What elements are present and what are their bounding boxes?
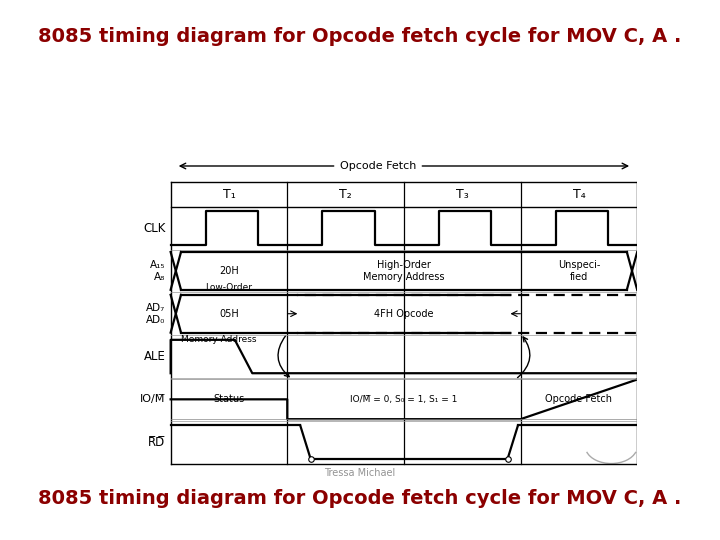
Text: Status: Status bbox=[213, 394, 245, 404]
Text: CLK: CLK bbox=[143, 221, 166, 234]
Text: 4FH Opcode: 4FH Opcode bbox=[374, 309, 433, 319]
Text: AD₇
AD₀: AD₇ AD₀ bbox=[146, 303, 166, 325]
FancyArrowPatch shape bbox=[518, 337, 530, 377]
Text: High-Order
Memory Address: High-Order Memory Address bbox=[363, 260, 445, 282]
Text: 20H: 20H bbox=[219, 266, 239, 276]
Text: ALE: ALE bbox=[143, 350, 166, 363]
FancyArrowPatch shape bbox=[278, 336, 289, 377]
Text: T₂: T₂ bbox=[339, 188, 352, 201]
Text: Low-Order: Low-Order bbox=[205, 284, 253, 292]
Text: Opcode Fetch: Opcode Fetch bbox=[545, 394, 613, 404]
Text: R̅D̅: R̅D̅ bbox=[148, 436, 166, 449]
Text: Unspeci-
fied: Unspeci- fied bbox=[558, 260, 600, 282]
Text: T₁: T₁ bbox=[222, 188, 235, 201]
Text: 05H: 05H bbox=[219, 309, 239, 319]
Text: Tressa Michael: Tressa Michael bbox=[325, 468, 395, 478]
Text: Opcode Fetch: Opcode Fetch bbox=[340, 161, 416, 171]
Text: A₁₅
A₈: A₁₅ A₈ bbox=[150, 260, 166, 282]
Text: T₄: T₄ bbox=[572, 188, 585, 201]
Text: IO/M̅ = 0, S₀ = 1, S₁ = 1: IO/M̅ = 0, S₀ = 1, S₁ = 1 bbox=[350, 395, 458, 404]
Text: T₃: T₃ bbox=[456, 188, 469, 201]
Text: Memory Address: Memory Address bbox=[181, 335, 256, 344]
Text: 8085 timing diagram for Opcode fetch cycle for MOV C, A .: 8085 timing diagram for Opcode fetch cyc… bbox=[38, 489, 682, 508]
Text: 8085 timing diagram for Opcode fetch cycle for MOV C, A .: 8085 timing diagram for Opcode fetch cyc… bbox=[38, 27, 682, 46]
Text: IO/M̅: IO/M̅ bbox=[140, 394, 166, 404]
